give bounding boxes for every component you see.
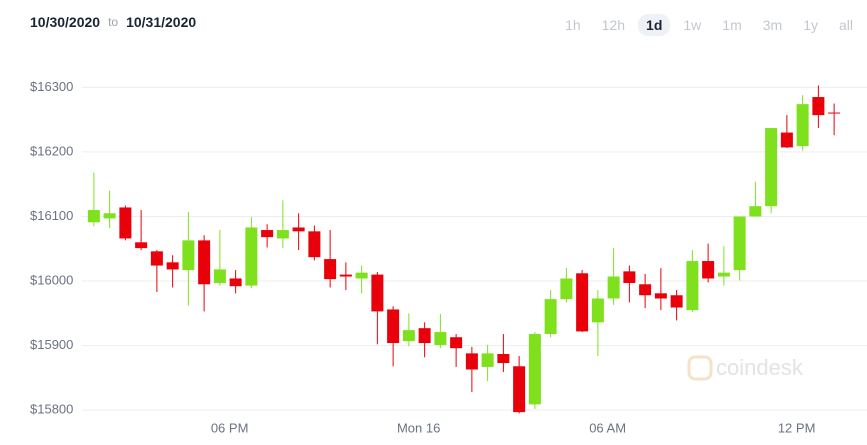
- watermark-text: coindesk: [716, 355, 804, 380]
- candle-body: [402, 330, 415, 342]
- range-button[interactable]: all: [838, 17, 853, 33]
- from-date: 10/30/2020: [30, 14, 101, 30]
- x-tick-label: 06 AM: [589, 420, 626, 435]
- range-button[interactable]: 1w: [683, 17, 702, 33]
- candle-body: [87, 210, 100, 223]
- candle-body: [324, 259, 337, 280]
- to-date: 10/31/2020: [126, 14, 197, 30]
- range-button[interactable]: 1h: [565, 17, 581, 33]
- candle-body: [261, 230, 274, 238]
- candle-body: [639, 284, 652, 296]
- candle-body: [497, 354, 510, 364]
- candle-body: [828, 112, 841, 114]
- candle-body: [276, 230, 289, 239]
- candle-body: [686, 261, 699, 311]
- y-tick-label: $16000: [30, 272, 73, 287]
- candle-body: [513, 366, 526, 413]
- candle-body: [213, 269, 226, 283]
- x-tick-label: 12 PM: [778, 420, 816, 435]
- range-button[interactable]: 1m: [722, 17, 742, 33]
- candle-body: [780, 132, 793, 148]
- candle-body: [560, 278, 573, 300]
- candle-body: [339, 274, 352, 277]
- candle-body: [591, 298, 604, 323]
- candle-body: [749, 206, 762, 217]
- candle-body: [198, 240, 211, 285]
- candle-body: [717, 272, 730, 277]
- y-tick-label: $16300: [30, 79, 73, 94]
- candle-body: [733, 216, 746, 271]
- candle-body: [119, 207, 132, 239]
- candle-body: [418, 328, 431, 344]
- candle-body: [292, 227, 305, 232]
- candle-body: [481, 353, 494, 367]
- candle-body: [796, 104, 809, 147]
- candle-body: [387, 309, 400, 344]
- x-tick-label: Mon 16: [397, 420, 440, 435]
- candle-body: [528, 333, 541, 405]
- candle-body: [607, 276, 620, 299]
- candle-body: [371, 274, 384, 312]
- candle-body: [654, 293, 667, 299]
- candle-body: [450, 337, 463, 349]
- y-tick-label: $15800: [30, 402, 73, 417]
- candle-body: [150, 251, 163, 266]
- candle-body: [166, 262, 179, 270]
- watermark: coindesk: [687, 355, 804, 381]
- candle-body: [765, 128, 778, 207]
- candle-body: [576, 273, 589, 332]
- candle-body: [245, 227, 258, 286]
- y-tick-label: $15900: [30, 337, 73, 352]
- candle-body: [355, 272, 368, 279]
- candle-body: [544, 299, 557, 334]
- candle-body: [103, 213, 116, 219]
- x-tick-label: 06 PM: [211, 420, 249, 435]
- candle-body: [434, 332, 447, 345]
- candle-body: [702, 261, 715, 279]
- candle-body: [135, 242, 148, 249]
- range-button[interactable]: 3m: [762, 17, 783, 33]
- candle-body: [465, 353, 478, 370]
- y-tick-label: $16200: [30, 143, 73, 158]
- range-selector: 1h 12h 1d 1w 1m 3m 1y all: [552, 14, 861, 36]
- candle-body: [308, 231, 321, 258]
- separator: to: [108, 15, 119, 29]
- y-tick-label: $16100: [30, 208, 73, 223]
- candle-body: [182, 240, 195, 271]
- date-range: 10/30/2020 to 10/31/2020: [30, 14, 196, 30]
- range-button[interactable]: 12h: [601, 17, 626, 33]
- candle-body: [623, 271, 636, 283]
- candle-body: [812, 97, 825, 116]
- candle-body: [229, 278, 242, 287]
- candle-body: [670, 295, 683, 308]
- range-button[interactable]: 1y: [803, 17, 818, 33]
- range-button[interactable]: 1d: [638, 14, 671, 36]
